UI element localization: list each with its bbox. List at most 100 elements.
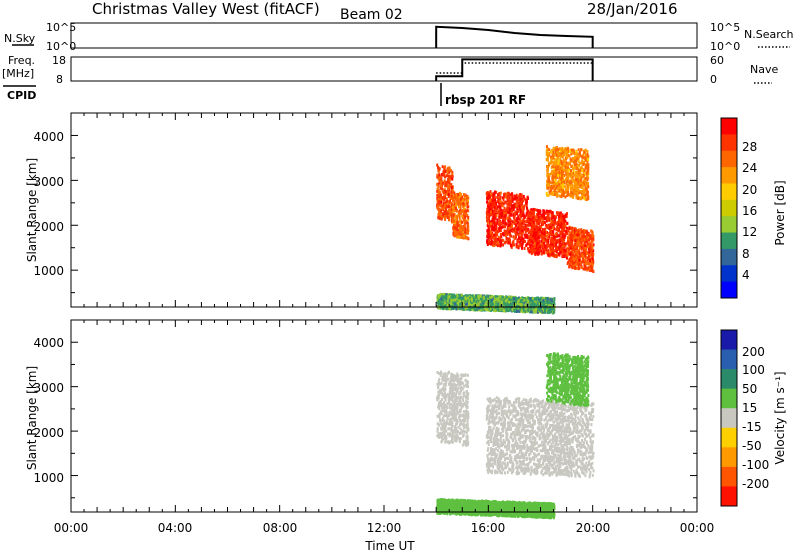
data-cell [562,252,565,256]
data-cell [471,294,474,298]
data-cell [459,193,462,197]
data-cell [570,187,572,191]
data-cell [578,254,581,258]
data-cell [495,190,498,194]
data-cell [442,203,445,207]
data-cell [487,229,490,233]
data-cell [547,186,550,190]
data-cell [553,222,556,226]
data-cell [442,170,445,174]
data-cell [514,219,517,223]
data-cell [584,155,587,159]
data-cell [585,266,588,270]
data-cell [512,214,515,218]
data-cell [537,215,540,219]
data-cell [504,225,506,229]
data-cell [550,185,553,189]
data-cell [583,238,586,241]
data-cell [556,184,559,188]
data-cell [579,176,582,180]
data-cell [553,168,556,172]
data-cell [499,198,502,201]
nsky-trace [435,25,594,49]
data-cell [521,229,524,233]
data-cell [486,200,488,204]
data-cell [508,211,511,215]
data-cell [549,225,552,229]
data-cell [571,188,574,192]
data-cell [493,308,495,312]
data-cell [467,196,470,200]
data-cell [571,266,574,270]
data-cell [566,171,569,175]
data-cell [550,214,553,218]
data-cell [494,231,497,235]
data-cell [570,177,573,180]
data-cell [501,238,504,242]
nsky-right-tick-bottom: 10^0 [710,40,740,53]
data-cell [566,179,569,183]
data-cell [563,153,566,157]
data-cell [543,221,546,224]
data-cell [551,224,554,228]
data-cell [496,241,499,245]
data-cell [546,216,549,220]
data-cell [468,308,471,312]
data-cell [485,191,488,195]
data-cell [473,298,476,302]
data-cell [468,302,471,306]
data-cell [521,226,524,230]
data-cell [576,178,579,182]
data-cell [578,248,580,252]
data-cell [553,301,556,305]
data-cell [573,236,576,240]
data-cell [552,252,555,256]
data-cell [529,222,532,226]
data-cell [520,205,523,209]
data-cell [486,204,489,208]
data-cell [466,202,469,206]
data-cell [466,221,469,225]
nave-label: Nave [750,63,778,76]
data-cell [506,309,508,313]
data-cell [455,306,458,310]
data-cell [545,149,548,153]
data-cell [550,220,553,224]
data-cell [514,303,517,307]
data-cell [510,225,513,229]
data-cell [519,198,522,202]
data-cell [574,262,577,266]
data-cell [475,302,478,305]
data-cell [540,213,543,217]
data-cell [574,184,577,188]
data-cell [568,161,571,165]
data-cell [467,237,470,241]
data-cell [436,298,439,302]
data-cell [490,192,493,196]
data-cell [495,209,497,212]
data-cell [541,237,544,241]
data-cell [565,230,568,233]
data-cell [574,166,577,170]
data-cell [556,248,559,252]
data-cell [528,216,531,220]
data-cell [510,228,513,232]
data-cell [459,306,462,310]
data-cell [559,247,562,251]
data-cell [452,213,455,217]
data-cell [551,169,554,173]
data-cell [506,238,509,241]
data-cell [580,182,582,186]
data-cell [582,252,585,255]
data-cell [583,192,585,196]
data-cell [575,159,578,162]
data-cell [448,218,450,222]
data-cell [449,174,452,178]
data-cell [547,179,550,183]
data-cell [551,232,554,236]
data-cell [578,244,580,248]
data-cell [448,212,451,216]
data-cell [518,201,520,205]
data-cell [524,223,527,227]
data-cell [509,202,512,206]
